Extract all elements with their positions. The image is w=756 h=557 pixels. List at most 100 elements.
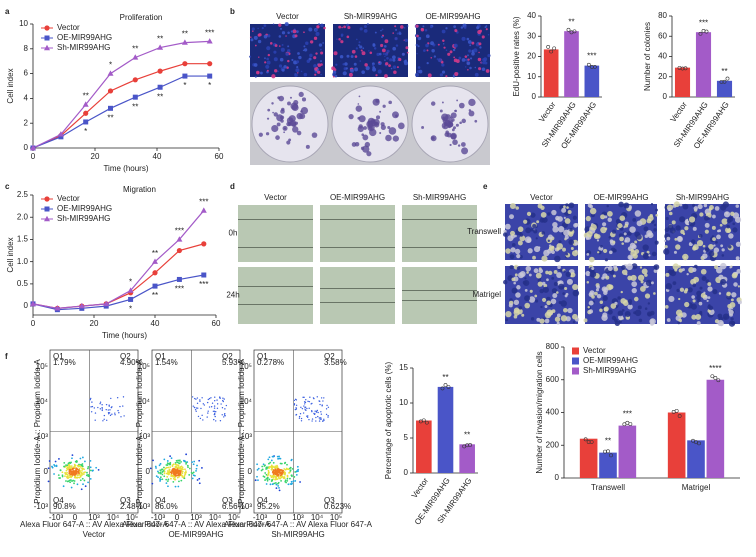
replicate-dot	[697, 441, 701, 446]
event	[91, 401, 93, 403]
event	[66, 464, 69, 467]
point	[152, 283, 158, 289]
cell-blob	[599, 300, 604, 305]
cell-blob	[638, 318, 643, 323]
cell-blob	[561, 207, 567, 213]
y-tick-label: 10	[527, 72, 536, 81]
event	[84, 485, 87, 488]
event	[322, 400, 324, 402]
colony	[348, 114, 354, 120]
colony	[281, 107, 285, 112]
cell-blob	[518, 306, 523, 310]
cell-blob	[556, 291, 559, 294]
legend-label: OE-MIR99AHG	[57, 204, 112, 213]
cell-blob	[267, 53, 271, 57]
event	[162, 469, 165, 472]
replicate-dot	[710, 374, 715, 379]
event	[122, 405, 124, 407]
event	[213, 410, 216, 412]
cell-blob	[350, 68, 354, 73]
cell-blob	[586, 230, 593, 238]
colony	[458, 102, 465, 109]
cell-blob	[363, 29, 368, 33]
cell-blob	[702, 244, 706, 248]
cell-blob	[340, 34, 344, 37]
event	[222, 397, 224, 399]
event	[290, 459, 293, 462]
cell-blob	[726, 291, 731, 297]
cell-blob	[693, 264, 698, 269]
cell-blob	[522, 280, 527, 285]
event	[95, 466, 98, 469]
sample-name: Sh-MIR99AHG	[271, 530, 324, 539]
cell-blob	[639, 266, 643, 269]
event	[306, 415, 308, 417]
cell-blob	[732, 227, 738, 233]
cell-blob	[281, 43, 284, 46]
cell-blob	[376, 52, 380, 56]
cell-blob	[381, 35, 384, 39]
cell-blob	[418, 69, 423, 74]
event	[265, 466, 268, 469]
cell-blob	[692, 267, 697, 273]
legend-label: Vector	[583, 346, 606, 355]
event	[195, 467, 198, 470]
cell-blob	[610, 303, 617, 309]
event	[219, 420, 222, 422]
cell-blob	[558, 240, 562, 244]
event	[318, 420, 321, 422]
cell-blob	[544, 305, 548, 309]
cell-blob	[396, 32, 399, 35]
cell-blob	[530, 317, 535, 321]
y-tick-label: 800	[546, 342, 560, 351]
cell-blob	[477, 57, 482, 62]
colony	[461, 147, 469, 155]
event	[264, 472, 267, 474]
event	[276, 478, 279, 481]
bar	[674, 67, 691, 97]
x-tick-label: Transwell	[591, 483, 625, 492]
event	[272, 471, 275, 473]
colony	[273, 112, 278, 117]
cell-blob	[692, 299, 696, 303]
y-tick-label: 0	[404, 468, 409, 477]
cell-blob	[607, 211, 613, 217]
event	[256, 468, 259, 471]
event	[73, 472, 75, 475]
event	[69, 475, 72, 478]
cell-blob	[711, 225, 716, 230]
cell-blob	[539, 288, 544, 294]
event	[169, 463, 171, 466]
cell-blob	[471, 51, 475, 56]
cell-blob	[611, 229, 617, 234]
significance: *	[129, 278, 132, 287]
cell-blob	[368, 50, 370, 52]
quadrant-value: 86.0%	[155, 502, 178, 511]
cell-blob	[445, 75, 448, 78]
cell-blob	[427, 73, 432, 78]
event	[183, 460, 185, 462]
cell-blob	[388, 64, 391, 67]
cell-blob	[696, 240, 704, 247]
event	[89, 466, 92, 469]
cell-blob	[560, 315, 568, 322]
event	[116, 397, 119, 399]
cell-blob	[469, 57, 473, 60]
cell-blob	[272, 23, 275, 25]
cell-blob	[291, 58, 294, 62]
cell-blob	[617, 310, 624, 317]
event	[90, 406, 92, 408]
cell-blob	[535, 272, 542, 279]
cell-blob	[296, 60, 300, 64]
cell-blob	[572, 321, 576, 324]
cell-blob	[668, 211, 673, 216]
cell-blob	[631, 287, 637, 294]
colony	[375, 115, 381, 120]
y-axis-label: EdU-positive rates (%)	[512, 16, 521, 96]
event	[198, 477, 201, 480]
cell-blob	[267, 34, 271, 38]
cell-blob	[338, 25, 342, 29]
event	[72, 479, 75, 482]
event	[91, 469, 94, 472]
cell-blob	[487, 53, 491, 58]
